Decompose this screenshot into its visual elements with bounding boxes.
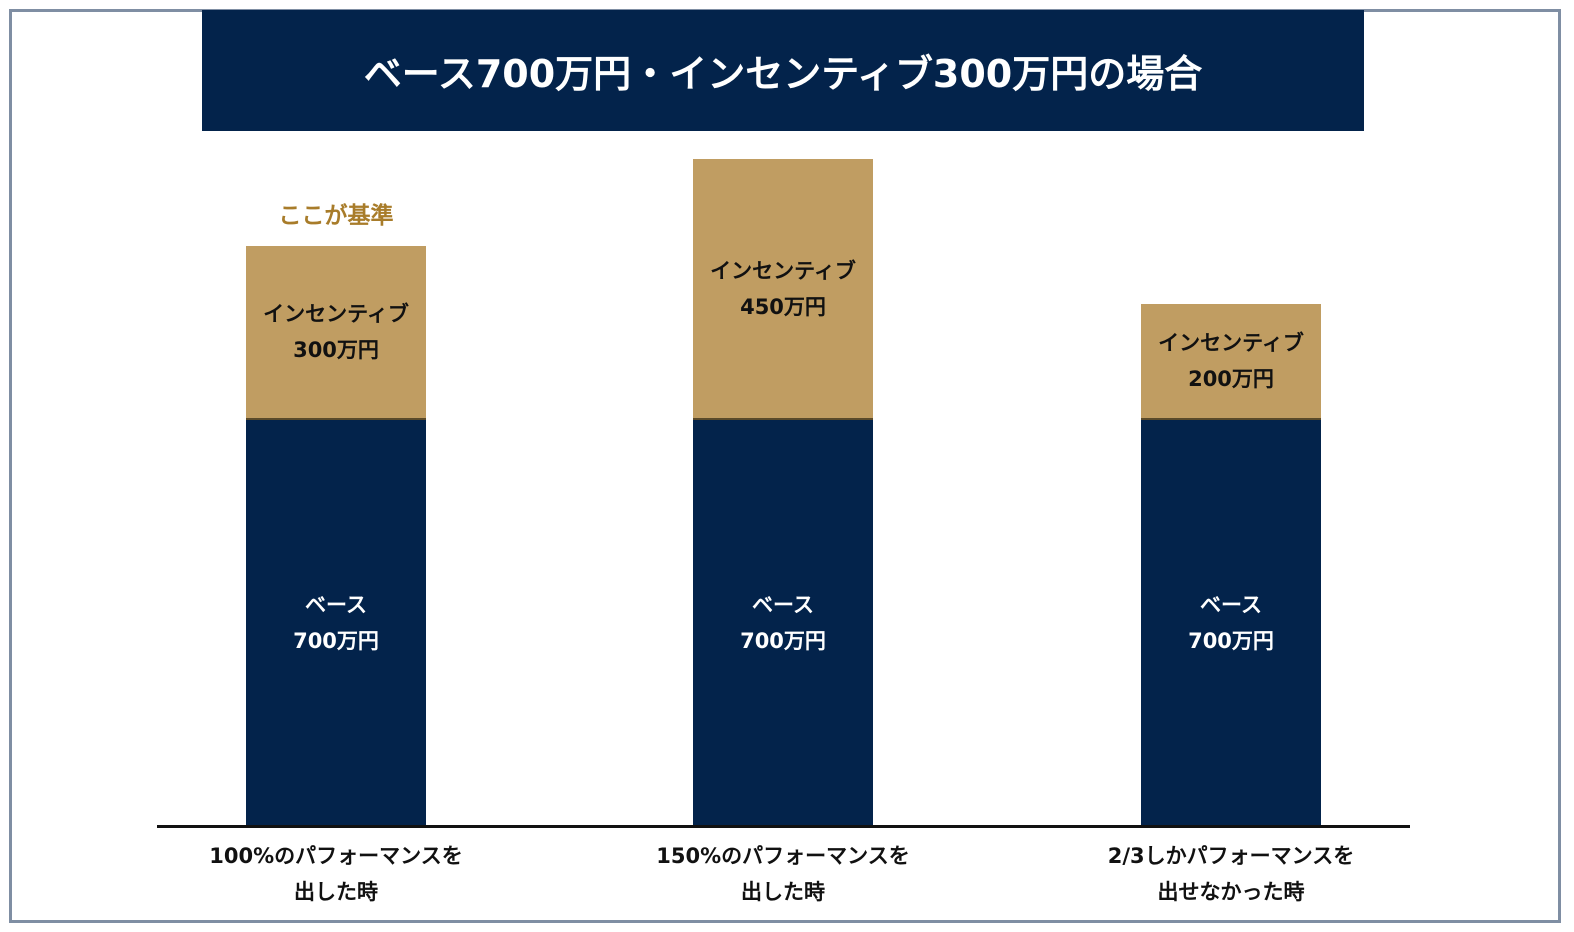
bar-data-label: ベース [305, 593, 367, 617]
bar-data-label: 700万円 [293, 629, 379, 653]
incentive-bar-segment: インセンティブ 200万円 [1141, 304, 1321, 420]
x-tick-label: 100%のパフォーマンスを 出した時 [209, 844, 463, 904]
bar-data-label: 700万円 [740, 629, 826, 653]
incentive-bar-segment: インセンティブ 300万円 [246, 246, 426, 420]
bar-data-label: インセンティブ [710, 258, 856, 283]
baseline-annotation: ここが基準 [278, 203, 394, 229]
base-bar-segment: ベース 700万円 [1141, 420, 1321, 826]
x-tick-label: 150%のパフォーマンスを 出した時 [656, 844, 910, 904]
bar-data-label: インセンティブ [1158, 331, 1304, 355]
base-bar-segment: ベース 700万円 [693, 420, 873, 826]
bar-data-label: インセンティブ [263, 302, 409, 326]
bar-data-label: 450万円 [740, 294, 826, 319]
bar-data-label: 200万円 [1188, 367, 1274, 391]
bar-data-label: ベース [752, 593, 814, 617]
x-axis-line [157, 825, 1410, 828]
base-bar-segment: ベース 700万円 [246, 420, 426, 826]
chart-title: ベース700万円・インセンティブ300万円の場合 [202, 10, 1364, 131]
bar-data-label: 700万円 [1188, 629, 1274, 653]
bar-data-label: 300万円 [293, 338, 379, 362]
incentive-bar-segment: インセンティブ 450万円 [693, 159, 873, 420]
bar-data-label: ベース [1200, 593, 1262, 617]
x-tick-label: 2/3しかパフォーマンスを 出せなかった時 [1107, 844, 1355, 904]
